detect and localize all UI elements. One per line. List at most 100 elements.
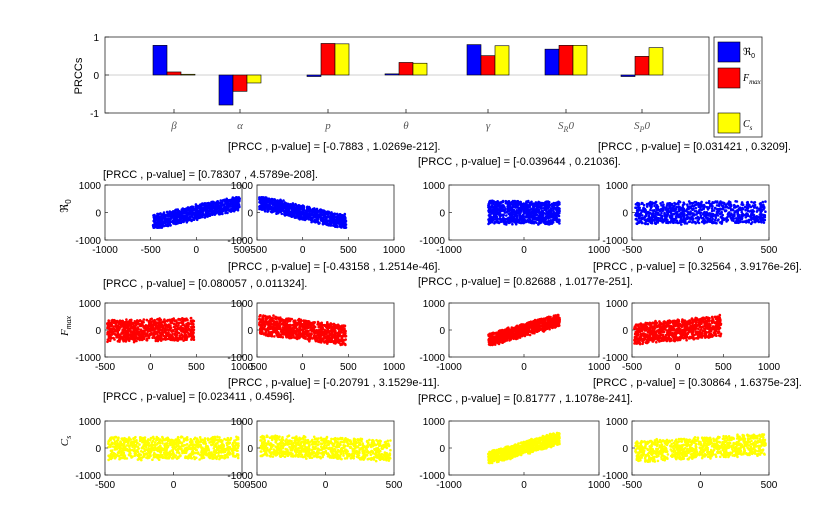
scatter-point [178, 328, 182, 331]
scatter-point [544, 205, 548, 209]
scatter-point [281, 336, 285, 339]
scatter-point [181, 211, 185, 215]
scatter-point [688, 217, 692, 220]
scatter-point [166, 332, 170, 335]
bar-1-0 [166, 71, 182, 76]
scatter-point [527, 209, 531, 212]
scatter-point [635, 206, 638, 210]
scatter-point [552, 203, 556, 207]
scatter-point [750, 200, 753, 204]
scatter-point [705, 201, 708, 205]
scatter-point [235, 201, 239, 204]
scatter-point [323, 220, 327, 224]
scatter-point [344, 220, 348, 223]
scatter-point [177, 318, 180, 321]
scatter-point [506, 207, 510, 210]
prcc-annotation-1-0: [PRCC , p-value] = [0.080057 , 0.011324]… [103, 278, 307, 290]
scatter-point [181, 330, 185, 333]
bar-0-1 [218, 74, 234, 106]
scatter-point [679, 207, 683, 210]
scatter-point [747, 220, 751, 224]
scatter-point [641, 202, 644, 205]
scatter-point [527, 212, 530, 215]
scatter-point [717, 218, 720, 221]
scatter-point [695, 203, 698, 206]
scatter-point [156, 226, 160, 229]
scatter-point [634, 203, 638, 206]
scatter-point [289, 213, 293, 217]
bar-legend: ℜ0 Fmax Cs [713, 36, 763, 138]
scatter-point [511, 212, 514, 216]
scatter-point [653, 221, 657, 224]
scatter-point [171, 329, 175, 333]
scatter-point [666, 212, 669, 215]
scatter-point [316, 214, 320, 217]
scatter-point [186, 321, 190, 325]
bar-xtick-label: α [237, 120, 243, 132]
scatter-point [265, 198, 268, 201]
scatter-point [222, 199, 225, 202]
scatter-point [753, 201, 757, 204]
scatter-point [314, 212, 317, 215]
scatter-point [511, 199, 515, 203]
scatter-point [340, 219, 344, 222]
scatter-point [501, 208, 505, 211]
scatter-point [520, 217, 523, 221]
scatter-point [654, 212, 657, 216]
scatter-point [764, 210, 767, 213]
scatter-point [690, 201, 693, 205]
scatter-point [225, 202, 229, 206]
scatter-point [538, 219, 541, 223]
scatter-point [735, 200, 739, 203]
scatter-point [710, 204, 713, 208]
scatter-point [278, 209, 281, 213]
scatter-point [495, 212, 499, 215]
scatter-point [758, 202, 762, 206]
scatter-point [656, 218, 660, 221]
scatter-point [320, 209, 324, 212]
bar-x-ticks: β α p θ γ SR0 SP0 [170, 109, 650, 134]
scatter-point [747, 218, 751, 222]
scatter-point [531, 219, 534, 222]
scatter-point [325, 211, 328, 214]
scatter-point [526, 219, 530, 222]
scatter-point [522, 220, 526, 223]
scatter-point [293, 210, 297, 214]
scatter-ytick-label: 0 [439, 209, 445, 220]
scatter-point [210, 204, 214, 207]
scatter-point [342, 225, 346, 228]
scatter-point [110, 327, 113, 331]
scatter-point [556, 212, 559, 216]
scatter-point [152, 319, 155, 323]
scatter-point [541, 210, 544, 213]
legend-swatch-cs [717, 112, 741, 134]
scatter-point [514, 206, 517, 209]
scatter-point [510, 215, 513, 219]
bar-xtick-label: θ [403, 120, 409, 132]
scatter-point [727, 201, 731, 205]
scatter-point [691, 215, 694, 218]
scatter-point [267, 201, 271, 204]
scatter-point [635, 222, 638, 225]
scatter-point [136, 326, 140, 329]
scatter-point [291, 202, 295, 205]
scatter-point [141, 337, 145, 341]
scatter-point [749, 222, 753, 226]
scatter-point [750, 218, 753, 221]
scatter-point [507, 209, 511, 213]
scatter-point [192, 328, 196, 332]
scatter-point [515, 214, 518, 217]
bar-xtick-label: SP0 [634, 120, 650, 134]
scatter-point [714, 200, 718, 204]
scatter-point [744, 221, 748, 224]
scatter-point [553, 207, 556, 210]
scatter-point [260, 196, 264, 200]
scatter-point [714, 221, 717, 225]
bar-0-3 [384, 73, 400, 76]
scatter-point [154, 225, 158, 229]
scatter-point [117, 325, 121, 329]
scatter-point [516, 206, 520, 209]
scatter-point [533, 217, 536, 221]
scatter-xtick-label: 1000 [383, 245, 406, 256]
